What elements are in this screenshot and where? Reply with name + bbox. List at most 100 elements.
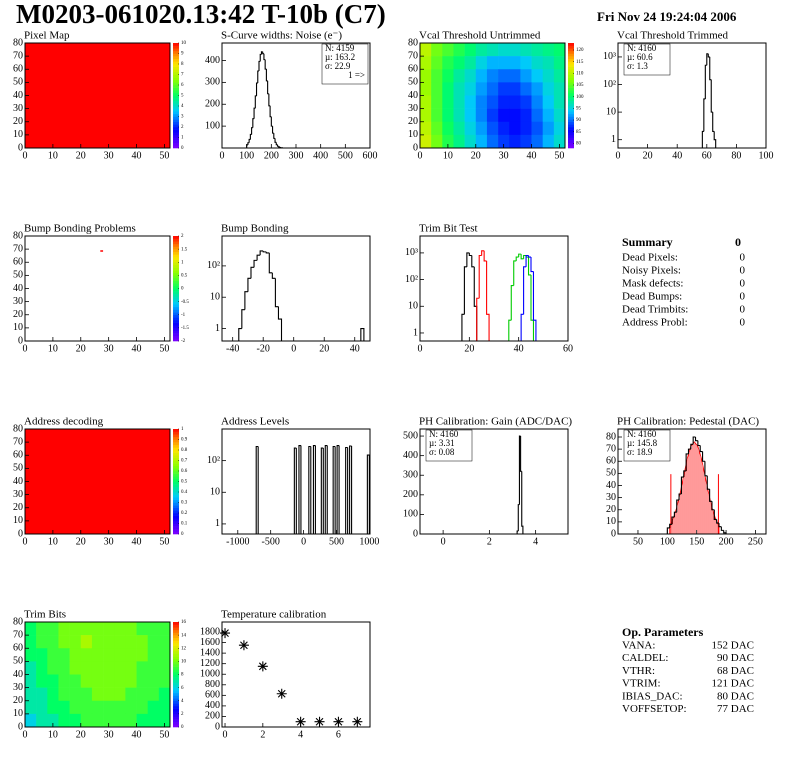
palette-step: [173, 645, 179, 649]
x-tick-label: 100: [660, 536, 675, 547]
palette-tick-label: 12: [181, 646, 187, 651]
palette-step: [568, 48, 574, 52]
x-tick-label: 50: [159, 536, 169, 547]
heatmap-cell: [58, 661, 70, 675]
palette-step: [173, 698, 179, 702]
heatmap-cell: [442, 108, 454, 123]
palette-step: [173, 505, 179, 509]
palette-step: [173, 100, 179, 104]
heatmap-cell: [520, 56, 532, 70]
parameters-title: Op. Parameters: [622, 625, 704, 639]
y-tick-label: 10: [13, 129, 23, 140]
y-tick-label: 30: [13, 296, 23, 307]
histogram-bin: [676, 499, 680, 513]
heatmap-cell: [531, 134, 543, 149]
star-marker: [220, 628, 231, 639]
histogram-bin: [678, 493, 682, 501]
palette-tick-label: 14: [181, 633, 187, 638]
y-tick-label: 10²: [207, 260, 220, 271]
palette-step: [173, 272, 179, 276]
x-tick-label: 50: [159, 729, 169, 740]
summary-value: 0: [740, 252, 746, 264]
palette-step: [173, 465, 179, 469]
palette-tick-label: 1: [181, 427, 184, 432]
x-tick-label: 100: [759, 150, 774, 161]
palette-step: [173, 246, 179, 250]
palette-step: [173, 142, 179, 146]
palette-step: [568, 119, 574, 123]
parameter-value: 77 DAC: [717, 703, 754, 715]
y-tick-label: 30: [13, 682, 23, 693]
palette-step: [173, 106, 179, 109]
palette-step: [568, 124, 574, 128]
palette-step: [173, 721, 179, 725]
heatmap-cell: [125, 661, 137, 675]
x-tick-label: 4: [298, 729, 303, 740]
y-tick-label: 50: [13, 463, 23, 474]
histogram-bin: [483, 250, 487, 262]
histogram-bin: [520, 313, 524, 341]
heatmap-cell: [420, 43, 432, 57]
x-tick-label: 10: [48, 343, 58, 354]
heatmap-cell: [442, 69, 454, 83]
palette-step: [173, 243, 179, 247]
heatmap-cell: [520, 134, 532, 149]
heatmap-cell: [136, 661, 148, 675]
heatmap-cell: [453, 56, 465, 70]
parameter-value: 90 DAC: [717, 652, 754, 664]
x-tick-label: 30: [499, 150, 509, 161]
histogram-bin: [508, 319, 512, 341]
heatmap-cell: [25, 661, 37, 675]
palette-step: [173, 679, 179, 683]
histogram-bin: [466, 252, 470, 267]
x-tick-label: 500: [329, 536, 344, 547]
histogram-bin: [513, 260, 517, 286]
parameter-name: VTRIM:: [622, 678, 661, 690]
stats-box: [623, 429, 671, 462]
panel-title: Temperature calibration: [221, 609, 327, 621]
parameter-name: IBIAS_DAC:: [622, 690, 683, 702]
palette-step: [173, 296, 179, 300]
palette-step: [173, 293, 179, 297]
heatmap-cell: [158, 661, 171, 675]
histogram-bin: [360, 327, 365, 341]
heatmap-cell: [431, 95, 443, 109]
palette-step: [568, 92, 574, 96]
heatmap-cell: [453, 69, 465, 83]
x-tick-label: 200: [719, 536, 734, 547]
palette-step: [173, 706, 179, 709]
palette-step: [173, 637, 179, 641]
heatmap-cell: [542, 134, 555, 149]
page-title: M0203-061020.13:42 T-10b (C7): [16, 0, 386, 29]
histogram-bin: [476, 297, 480, 341]
palette-tick-label: 0: [181, 146, 184, 151]
heatmap-cell: [553, 56, 566, 70]
palette-step: [173, 436, 179, 440]
summary-value: 0: [740, 291, 746, 303]
x-tick-label: 10: [48, 729, 58, 740]
panel-title: Bump Bonding Problems: [24, 223, 136, 235]
palette-step: [568, 87, 574, 91]
palette-tick-label: 8: [181, 673, 184, 678]
heatmap-cell: [453, 95, 465, 109]
y-tick-label: 300: [403, 470, 418, 481]
palette-step: [173, 85, 179, 88]
heatmap-cell: [553, 82, 566, 96]
y-tick-label: 10: [13, 515, 23, 526]
y-tick-label: 1: [215, 518, 220, 529]
palette-step: [173, 687, 179, 691]
star-marker: [352, 716, 363, 727]
histogram-bin: [320, 447, 324, 534]
heatmap-cell: [475, 108, 488, 123]
palette-step: [173, 528, 179, 532]
heatmap-cell: [464, 82, 477, 96]
histogram-bin: [671, 516, 675, 525]
heatmap-cell: [47, 687, 59, 702]
heatmap-cell: [114, 622, 126, 636]
palette-step: [173, 656, 179, 660]
y-tick-label: 70: [606, 443, 616, 454]
palette-tick-label: 0.3: [181, 501, 188, 506]
palette-tick-label: 5: [181, 94, 184, 99]
heatmap-cell: [147, 648, 160, 662]
heatmap-cell: [509, 43, 521, 57]
